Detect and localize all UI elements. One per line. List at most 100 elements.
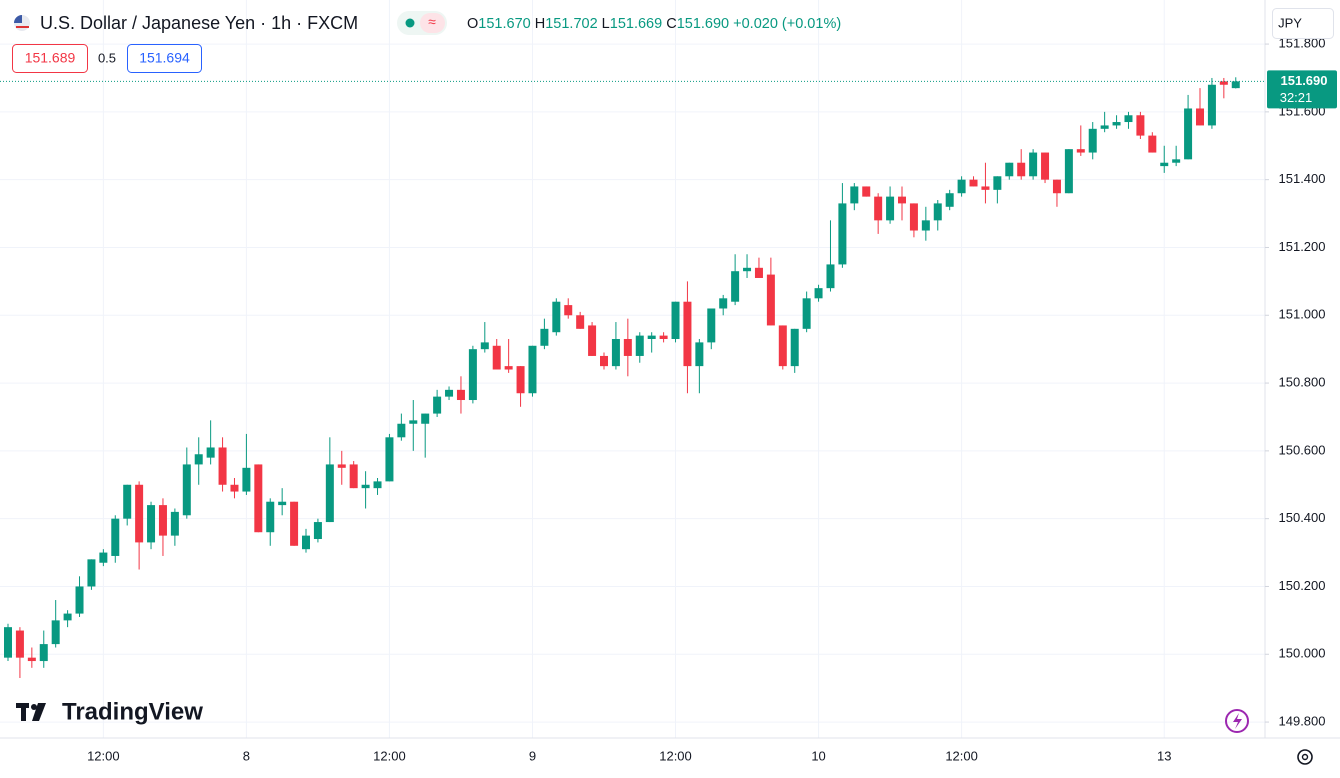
candle-body bbox=[266, 501, 275, 533]
candle-body bbox=[1160, 162, 1169, 167]
candle-body bbox=[564, 305, 573, 316]
candle-body bbox=[1088, 128, 1097, 153]
candle-body bbox=[242, 467, 251, 492]
candle-body bbox=[802, 298, 811, 329]
candle-body bbox=[111, 518, 120, 556]
candle-body bbox=[933, 203, 942, 221]
ohlc-key: C bbox=[666, 16, 676, 32]
x-tick-label: 8 bbox=[243, 748, 250, 763]
x-tick-label: 12:00 bbox=[945, 748, 978, 763]
logo-mark bbox=[21, 703, 26, 721]
candle-body bbox=[1052, 179, 1061, 194]
candle-body bbox=[349, 464, 358, 489]
currency: JPY bbox=[1278, 15, 1302, 30]
candle-body bbox=[1148, 135, 1157, 153]
candle-body bbox=[158, 505, 167, 536]
candle-body bbox=[504, 366, 513, 370]
candle-body bbox=[898, 196, 906, 204]
ask-price: 151.694 bbox=[139, 50, 190, 66]
candle-body bbox=[647, 335, 656, 339]
candle-body bbox=[731, 271, 740, 302]
candle-body bbox=[313, 522, 322, 540]
candle-body bbox=[99, 552, 108, 563]
candle-body bbox=[170, 511, 179, 536]
candle-body bbox=[1017, 162, 1026, 177]
candle-body bbox=[1196, 108, 1204, 126]
y-tick-label: 150.600 bbox=[1279, 442, 1326, 457]
candle-body bbox=[421, 413, 430, 424]
x-tick-label: 10 bbox=[811, 748, 825, 763]
x-tick-label: 12:00 bbox=[87, 748, 120, 763]
candle-body bbox=[600, 355, 608, 367]
candle-body bbox=[1064, 149, 1073, 194]
y-tick-label: 151.800 bbox=[1279, 36, 1326, 51]
logo-text: TradingView bbox=[62, 698, 203, 725]
alert-icon bbox=[1233, 713, 1242, 729]
candle-body bbox=[683, 301, 692, 367]
candle-body bbox=[337, 464, 346, 468]
candle-body bbox=[743, 267, 752, 272]
candle-body bbox=[456, 389, 465, 401]
candle-body bbox=[790, 328, 799, 367]
candle-body bbox=[254, 464, 263, 533]
candle-body bbox=[766, 274, 775, 326]
last-price-label: 151.690 bbox=[1281, 73, 1328, 88]
ohlc-key: O bbox=[467, 16, 478, 32]
currency-button[interactable] bbox=[1272, 8, 1334, 39]
candle-body bbox=[957, 179, 966, 194]
candle-body bbox=[1112, 122, 1121, 126]
candle-body bbox=[874, 196, 883, 221]
candle-body bbox=[27, 657, 36, 662]
flag-icon bbox=[14, 15, 22, 23]
ohlc-legend: O151.670 H151.702 L151.669 C151.690 +0.0… bbox=[467, 16, 841, 32]
candle-body bbox=[409, 420, 418, 424]
buy-button[interactable] bbox=[127, 44, 202, 73]
alert-icon[interactable] bbox=[1225, 709, 1249, 733]
candle-body bbox=[87, 559, 96, 587]
sell-button[interactable] bbox=[12, 44, 88, 73]
candle-body bbox=[1231, 81, 1240, 89]
candle-body bbox=[4, 627, 12, 658]
candle-body bbox=[552, 301, 561, 333]
symbol-title[interactable]: U.S. Dollar / Japanese Yen · 1h · FXCM bbox=[40, 13, 358, 33]
candle-body bbox=[969, 179, 978, 187]
candle-body bbox=[182, 464, 191, 516]
candle-body bbox=[516, 366, 525, 394]
candle-body bbox=[838, 203, 847, 265]
ohlc-value: 151.690 bbox=[677, 16, 729, 32]
candle-body bbox=[1041, 152, 1050, 180]
candle-body bbox=[576, 315, 585, 329]
ohlc-key: L bbox=[602, 16, 610, 32]
candle-body bbox=[361, 484, 370, 489]
candle-body bbox=[468, 349, 477, 401]
candle-body bbox=[921, 220, 930, 231]
candle-body bbox=[707, 308, 716, 343]
candle-body bbox=[1172, 159, 1181, 163]
delay-icon: ≈ bbox=[428, 14, 436, 30]
candle-body bbox=[433, 396, 442, 414]
candle-body bbox=[230, 484, 239, 492]
candle-body bbox=[659, 335, 668, 339]
candle-body bbox=[695, 342, 704, 367]
settings-icon[interactable] bbox=[1297, 749, 1313, 765]
y-tick-label: 150.200 bbox=[1279, 578, 1326, 593]
candle-body bbox=[445, 389, 454, 397]
y-tick-label: 149.800 bbox=[1279, 714, 1326, 729]
candle-body bbox=[814, 288, 823, 299]
candle-body bbox=[1136, 115, 1145, 136]
candle-body bbox=[194, 454, 203, 465]
candle-body bbox=[1184, 108, 1193, 160]
candle-body bbox=[850, 186, 859, 204]
logo: TradingView bbox=[16, 698, 203, 725]
candle-body bbox=[540, 328, 549, 346]
candle-body bbox=[123, 484, 132, 519]
candle-body bbox=[51, 620, 60, 645]
y-tick-label: 151.000 bbox=[1279, 307, 1326, 322]
ohlc-key: H bbox=[535, 16, 545, 32]
candle-body bbox=[826, 264, 835, 289]
candle-body bbox=[754, 267, 763, 278]
candle-body bbox=[397, 423, 406, 438]
candle-body bbox=[671, 301, 680, 339]
candle-body bbox=[588, 325, 597, 356]
